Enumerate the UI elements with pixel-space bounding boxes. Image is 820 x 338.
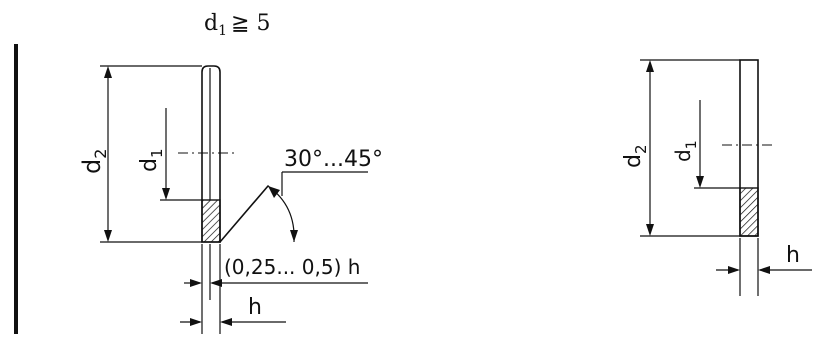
chamfer-angle-arc: [267, 185, 295, 243]
right-h-label: h: [786, 243, 800, 268]
right-d2-label: d2: [621, 144, 650, 168]
chamfer-angle-arrow-bottom: [290, 230, 298, 242]
right-h-arrow-left: [728, 266, 740, 274]
left-washer-outline: [201, 65, 221, 243]
right-d1-label: d1: [671, 140, 700, 162]
chamfer-angle-label: 30°...45°: [284, 147, 383, 172]
chamfer-dim-arrow-right: [210, 279, 222, 287]
chamfer-angle-arrow-top: [268, 186, 280, 198]
left-d2-label: d2: [78, 149, 110, 174]
right-h-arrow-right: [758, 266, 770, 274]
right-washer-view: d2 d1 h: [621, 59, 812, 296]
left-h-arrow-right: [220, 318, 232, 326]
condition-label: d1 ≧ 5: [204, 11, 270, 39]
chamfer-bevel-line: [219, 185, 269, 243]
right-d2-arrow-top: [646, 60, 654, 72]
right-d2-arrow-bottom: [646, 224, 654, 236]
right-washer-section-hatch: [739, 187, 759, 237]
chamfer-length-label: (0,25... 0,5) h: [224, 255, 360, 279]
left-washer-view: d2 d1 30°...45° (0,25... 0,5) h h: [78, 65, 383, 334]
chamfer-dim-arrow-left: [190, 279, 202, 287]
left-h-label: h: [248, 295, 262, 320]
left-d2-arrow-bottom: [104, 230, 112, 242]
left-h-arrow-left: [190, 318, 202, 326]
right-d1-arrow: [696, 176, 704, 188]
left-washer-section-hatch: [201, 199, 221, 243]
left-d1-arrow: [162, 188, 170, 200]
left-d2-arrow-top: [104, 66, 112, 78]
left-d1-label: d1: [137, 148, 166, 172]
